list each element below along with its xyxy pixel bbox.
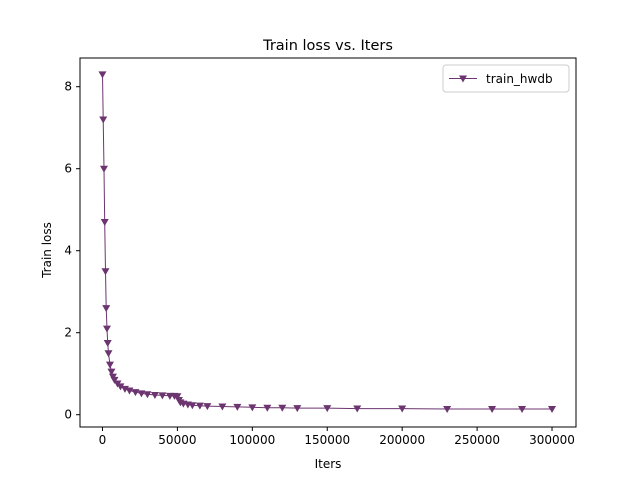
data-point [100, 219, 109, 226]
data-point [105, 361, 114, 369]
plot-area [79, 57, 577, 428]
x-tick-label: 150000 [304, 433, 350, 447]
data-point [263, 404, 272, 412]
data-point [203, 403, 212, 411]
data-point [103, 339, 112, 347]
data-point [102, 325, 111, 333]
legend-label: train_hwdb [486, 72, 553, 86]
data-point [293, 405, 302, 413]
x-tick-label: 300000 [529, 433, 575, 447]
x-tick-label: 50000 [158, 433, 196, 447]
x-axis: 0 50000 100000 150000 200000 250000 300000 [99, 427, 575, 447]
y-tick-label: 2 [64, 326, 72, 340]
x-tick-label: 250000 [454, 433, 500, 447]
data-point [131, 389, 140, 397]
legend-swatch-marker [459, 75, 467, 83]
data-point [116, 383, 125, 391]
data-point [102, 305, 111, 313]
x-tick-label: 0 [99, 433, 107, 447]
data-point [99, 165, 108, 173]
y-tick-label: 4 [64, 244, 72, 258]
legend: train_hwdb [442, 64, 570, 93]
data-point [195, 402, 204, 410]
data-point [278, 404, 287, 412]
y-tick-label: 6 [64, 162, 72, 176]
data-point [150, 392, 159, 400]
data-point [98, 71, 107, 79]
chart-title: Train loss vs. Iters [262, 38, 393, 54]
x-tick-label: 100000 [229, 433, 275, 447]
data-point [518, 405, 527, 413]
data-point [548, 405, 557, 413]
data-point [248, 404, 257, 412]
x-axis-title: Iters [315, 457, 342, 471]
data-point [443, 405, 452, 413]
data-point [173, 393, 182, 401]
x-tick-label: 200000 [379, 433, 425, 447]
data-point [99, 116, 108, 124]
legend-box [442, 64, 570, 93]
data-point [125, 387, 134, 395]
data-point [488, 405, 497, 413]
data-point [107, 368, 116, 376]
series-markers-train-hwdb [98, 71, 557, 413]
data-point [323, 405, 332, 413]
y-tick-label: 0 [64, 408, 72, 422]
y-tick-label: 8 [64, 80, 72, 94]
data-point [143, 391, 152, 399]
axes-frame [79, 57, 577, 428]
data-point [353, 405, 362, 413]
data-point [104, 350, 113, 358]
data-point [101, 268, 110, 276]
data-point [398, 405, 407, 413]
data-point [110, 376, 119, 384]
data-point [137, 390, 146, 398]
y-axis-title: Train loss [40, 222, 54, 279]
data-point [188, 402, 197, 410]
data-point [158, 392, 167, 400]
data-point [233, 403, 242, 411]
y-axis: 0 2 4 6 8 [64, 80, 80, 422]
data-point [218, 403, 227, 411]
